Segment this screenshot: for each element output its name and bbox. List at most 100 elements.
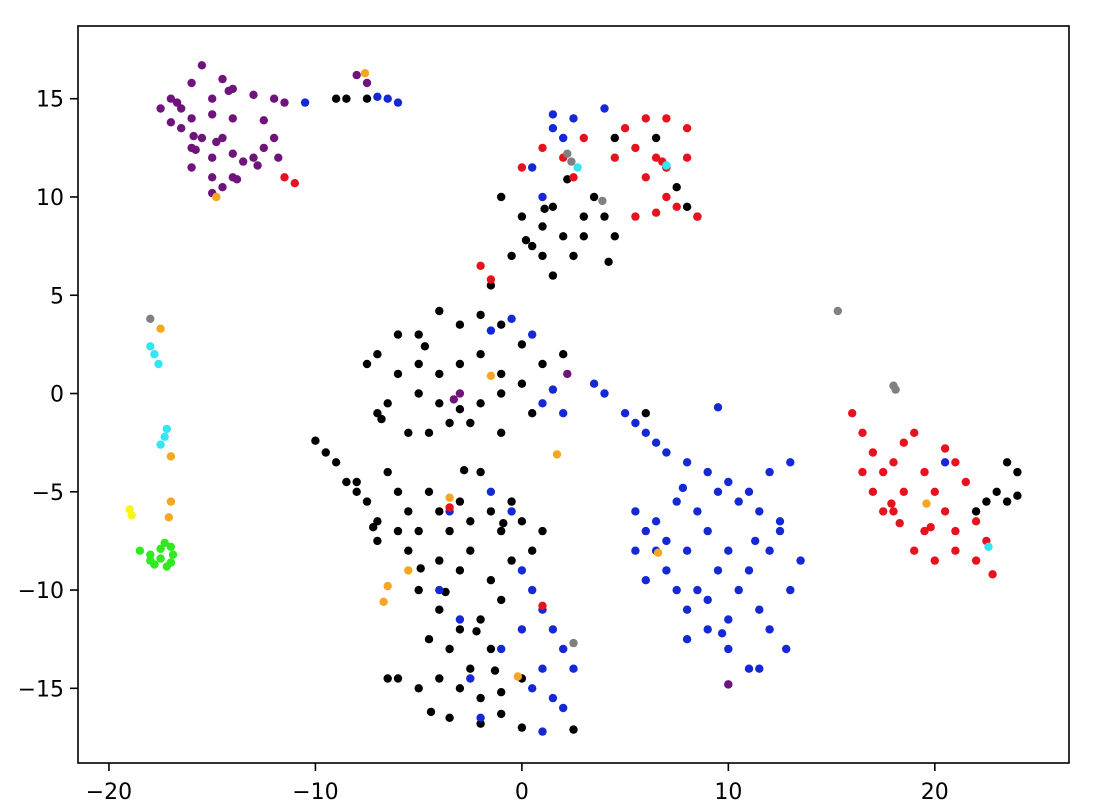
- data-point-black: [352, 477, 361, 487]
- data-point-red: [930, 487, 939, 496]
- data-point-black: [540, 204, 549, 213]
- data-point-green: [160, 538, 169, 548]
- data-point-blue: [744, 664, 754, 673]
- data-point-black: [497, 369, 506, 379]
- data-point-purple: [352, 70, 361, 80]
- data-point-green: [150, 560, 159, 569]
- data-point-black: [521, 236, 531, 245]
- data-point-black: [497, 595, 506, 605]
- y-tick-label: −5: [32, 481, 64, 506]
- data-point-green: [146, 550, 155, 559]
- data-point-blue: [782, 644, 791, 654]
- data-point-green: [166, 542, 176, 551]
- data-point-purple: [269, 133, 279, 143]
- data-point-black: [538, 526, 547, 536]
- y-tick-label: 10: [36, 186, 64, 211]
- data-point-black: [420, 342, 430, 351]
- x-axis: −20 −10 0 10 20: [86, 763, 949, 805]
- data-point-green: [162, 562, 171, 571]
- data-point-purple: [232, 175, 242, 184]
- data-point-blue: [538, 664, 547, 673]
- data-point-blue: [517, 566, 527, 575]
- data-point-purple: [208, 110, 217, 119]
- data-point-cyan: [984, 542, 993, 551]
- data-point-red: [641, 173, 650, 182]
- data-point-red: [662, 192, 671, 202]
- data-point-black: [507, 251, 516, 261]
- data-point-blue: [682, 605, 692, 614]
- data-point-red: [631, 212, 640, 221]
- data-point-blue: [724, 644, 733, 654]
- data-point-black: [455, 625, 465, 634]
- data-point-blue: [703, 467, 712, 477]
- data-point-black: [682, 202, 692, 211]
- data-point-black: [435, 605, 444, 614]
- data-point-blue: [538, 727, 547, 736]
- data-point-blue: [631, 507, 640, 516]
- data-point-blue: [528, 330, 537, 339]
- data-point-black: [404, 507, 413, 516]
- data-point-black: [455, 320, 465, 329]
- data-point-black: [362, 359, 372, 369]
- data-point-red: [569, 173, 578, 182]
- data-point-blue: [724, 477, 733, 487]
- data-point-purple: [166, 94, 176, 103]
- data-point-orange: [513, 672, 522, 681]
- data-point-black: [377, 414, 386, 424]
- data-point-green: [156, 554, 165, 563]
- data-point-black: [486, 644, 496, 654]
- data-point-orange: [922, 499, 931, 508]
- data-point-purple: [218, 183, 227, 192]
- data-point-blue: [600, 389, 609, 398]
- data-point-black: [455, 497, 465, 506]
- data-point-black: [455, 405, 465, 414]
- data-point-blue: [486, 487, 496, 496]
- data-point-blue: [600, 104, 609, 113]
- data-point-black: [579, 212, 588, 221]
- data-point-blue: [620, 409, 630, 418]
- data-point-black: [466, 664, 475, 673]
- data-point-blue: [682, 546, 692, 555]
- data-point-cyan: [162, 424, 171, 434]
- data-point-blue: [651, 517, 661, 526]
- data-point-black: [497, 192, 506, 202]
- data-point-cyan: [160, 432, 169, 441]
- data-point-red: [693, 212, 702, 221]
- data-point-black: [331, 458, 341, 467]
- data-point-red: [971, 556, 981, 565]
- data-point-black: [393, 526, 403, 536]
- data-point-red: [858, 428, 867, 437]
- data-point-purple: [187, 78, 196, 88]
- data-point-black: [538, 222, 547, 231]
- data-point-blue: [497, 644, 506, 654]
- data-point-red: [889, 458, 898, 467]
- data-point-blue: [796, 556, 805, 565]
- data-point-blue: [548, 385, 558, 394]
- x-tick-label: −20: [86, 780, 132, 805]
- data-point-blue: [940, 458, 950, 467]
- data-point-red: [538, 601, 547, 610]
- data-point-blue: [300, 98, 310, 107]
- data-point-black: [393, 369, 403, 379]
- data-point-blue: [703, 625, 712, 634]
- data-point-red: [682, 124, 692, 133]
- data-point-blue: [713, 403, 723, 412]
- data-point-red: [631, 143, 640, 153]
- data-point-purple: [253, 161, 262, 170]
- data-point-red: [895, 519, 904, 528]
- data-point-purple: [156, 104, 165, 113]
- data-point-black: [393, 330, 403, 339]
- data-point-gray: [563, 149, 572, 158]
- data-point-red: [517, 163, 527, 172]
- data-point-red: [899, 438, 908, 447]
- data-point-black: [362, 94, 372, 103]
- data-point-red: [538, 143, 547, 153]
- data-point-black: [579, 232, 588, 241]
- data-point-blue: [538, 192, 547, 202]
- data-point-black: [507, 497, 516, 506]
- x-tick-label: −10: [292, 780, 338, 805]
- data-point-black: [490, 666, 500, 675]
- data-point-gray: [833, 306, 842, 316]
- data-point-black: [455, 359, 465, 369]
